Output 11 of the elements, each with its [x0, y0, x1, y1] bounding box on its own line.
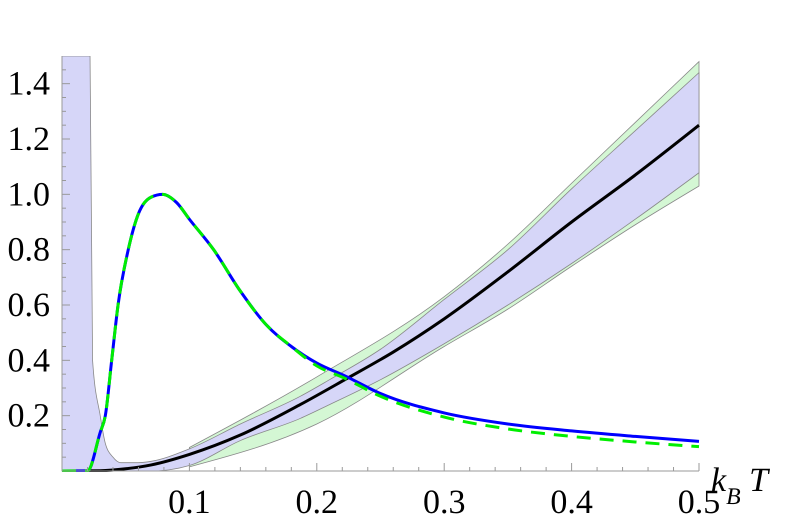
y-tick-label: 0.2 — [8, 398, 50, 435]
x-tick-label: 0.1 — [168, 484, 211, 521]
x-tick-label: 0.4 — [550, 484, 593, 521]
x-tick-label: 0.2 — [296, 484, 338, 521]
y-tick-label: 1.0 — [8, 176, 50, 214]
y-tick-label: 0.6 — [8, 287, 50, 324]
y-tick-label: 1.2 — [8, 121, 50, 158]
x-tick-label: 0.3 — [422, 484, 466, 521]
y-tick-label: 0.8 — [8, 232, 50, 269]
y-tick-label: 1.4 — [8, 66, 50, 103]
y-tick-label: 0.4 — [8, 342, 50, 380]
